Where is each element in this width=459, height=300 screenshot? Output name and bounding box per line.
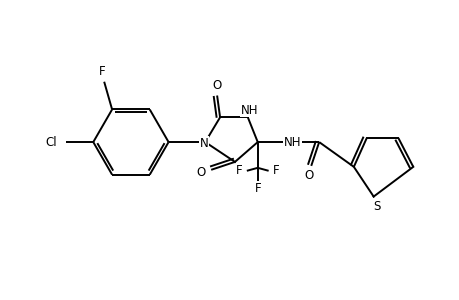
Text: F: F	[273, 164, 279, 177]
Text: F: F	[235, 164, 242, 177]
Text: O: O	[212, 79, 221, 92]
Text: O: O	[196, 166, 206, 179]
Text: Cl: Cl	[46, 136, 57, 148]
Text: NH: NH	[241, 104, 258, 117]
Text: O: O	[304, 169, 313, 182]
Text: S: S	[372, 200, 380, 213]
Text: NH: NH	[283, 136, 301, 148]
Text: F: F	[254, 182, 261, 195]
Text: F: F	[99, 65, 105, 78]
Text: N: N	[199, 136, 208, 150]
